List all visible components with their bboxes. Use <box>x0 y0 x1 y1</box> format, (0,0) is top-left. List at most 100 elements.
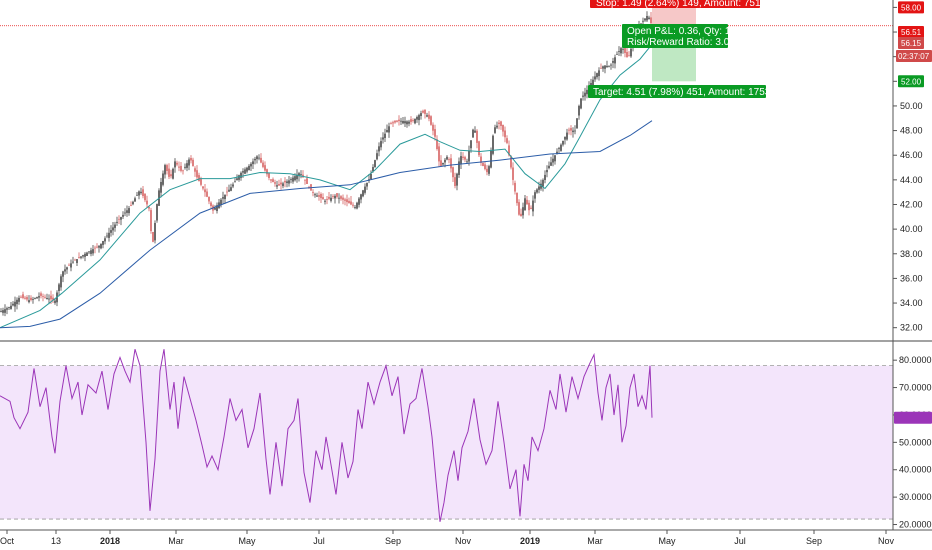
candle-body <box>580 98 582 109</box>
open-pnl-box[interactable]: Open P&L: 0.36, Qty: 167 Risk/Reward Rat… <box>622 24 742 48</box>
candle-body <box>440 160 442 166</box>
candle-body <box>412 120 414 121</box>
candle-body <box>216 205 218 211</box>
price-tick-label: 40.00 <box>900 224 923 234</box>
candle-body <box>626 52 628 58</box>
candle-body <box>102 241 104 245</box>
candle-body <box>60 276 62 288</box>
candle-body <box>204 189 206 193</box>
time-axis[interactable]: Oct 13 2018 Mar May Jul Sep Nov 2019 Mar May Jul Sep… <box>0 530 894 546</box>
candle-body <box>622 48 624 50</box>
candle-body <box>164 165 166 175</box>
candle-body <box>192 159 194 167</box>
candle-body <box>110 230 112 233</box>
candle-body <box>372 167 374 172</box>
candle-body <box>474 130 476 133</box>
candle-body <box>150 210 152 231</box>
candle-body <box>374 160 376 168</box>
time-tick-label: Jul <box>734 536 746 546</box>
candle-body <box>448 159 450 160</box>
rsi-line <box>0 349 653 522</box>
candle-body <box>364 186 366 193</box>
candle-body <box>174 161 176 168</box>
candle-body <box>576 118 578 129</box>
countdown-label: 02:37:07 <box>898 52 930 61</box>
candle-body <box>560 144 562 151</box>
candle-body <box>8 307 10 308</box>
candle-body <box>606 65 608 68</box>
candle-body <box>352 204 354 206</box>
time-tick-label: 2019 <box>520 536 540 546</box>
rsi-tick-label: 70.0000 <box>899 383 932 393</box>
candle-body <box>260 157 262 163</box>
candle-body <box>198 175 200 181</box>
stop-zone <box>652 7 696 26</box>
candle-body <box>64 269 66 272</box>
candle-body <box>270 179 272 181</box>
candle-body <box>126 210 128 213</box>
candle-body <box>96 246 98 248</box>
candle-body <box>188 159 190 166</box>
candle-body <box>354 207 356 208</box>
candle-body <box>370 173 372 180</box>
candle-body <box>28 300 30 303</box>
candle-body <box>328 196 330 199</box>
candle-body <box>32 299 34 300</box>
risk-reward-text: Risk/Reward Ratio: 3.03 <box>627 37 735 48</box>
stop-level-label: 58.00 <box>901 3 922 12</box>
candle-body <box>156 204 158 221</box>
candle-body <box>362 190 364 197</box>
candle-body <box>330 197 332 201</box>
candle-body <box>116 221 118 223</box>
candle-body <box>592 79 594 86</box>
candle-body <box>594 76 596 80</box>
candle-body <box>140 191 142 194</box>
stop-badge[interactable]: Stop: 1.49 (2.64%) 149, Amount: 751.17 <box>590 0 775 9</box>
target-badge[interactable]: Target: 4.51 (7.98%) 451, Amount: 1753.1… <box>588 85 785 98</box>
candle-body <box>304 179 306 181</box>
candle-body <box>226 191 228 193</box>
candle-body <box>14 301 16 307</box>
candle-body <box>290 179 292 180</box>
candle-body <box>628 55 630 57</box>
candle-body <box>232 184 234 187</box>
candle-body <box>80 256 82 258</box>
candle-body <box>88 251 90 253</box>
candle-body <box>410 119 412 122</box>
candle-body <box>624 48 626 53</box>
open-pnl-text: Open P&L: 0.36, Qty: 167 <box>627 26 742 37</box>
candle-body <box>12 303 14 306</box>
candle-body <box>564 136 566 140</box>
candle-body <box>468 150 470 162</box>
rsi-tick-label: 40.0000 <box>899 465 932 475</box>
candle-body <box>608 66 610 68</box>
time-tick-label: Oct <box>0 536 14 546</box>
candle-body <box>442 162 444 165</box>
candle-body <box>6 308 8 310</box>
candle-body <box>112 227 114 231</box>
candle-body <box>462 156 464 158</box>
target-badge-text: Target: 4.51 (7.98%) 451, Amount: 1753.1… <box>593 87 785 98</box>
candle-body <box>54 300 56 303</box>
time-tick-label: Jul <box>313 536 325 546</box>
candle-body <box>402 121 404 124</box>
candle-body <box>558 148 560 149</box>
candle-body <box>642 20 644 22</box>
candle-body <box>52 297 54 300</box>
candle-body <box>466 161 468 163</box>
candle-body <box>604 65 606 69</box>
candle-body <box>386 130 388 133</box>
candle-body <box>396 120 398 122</box>
candle-body <box>530 207 532 209</box>
candle-body <box>36 297 38 299</box>
candle-body <box>208 197 210 202</box>
rsi-value-tag <box>894 411 932 424</box>
candle-body <box>20 296 22 298</box>
candle-body <box>314 194 316 196</box>
candle-body <box>540 183 542 189</box>
time-tick-label: May <box>658 536 676 546</box>
candle-body <box>376 153 378 160</box>
candle-body <box>572 130 574 133</box>
candle-body <box>420 113 422 116</box>
